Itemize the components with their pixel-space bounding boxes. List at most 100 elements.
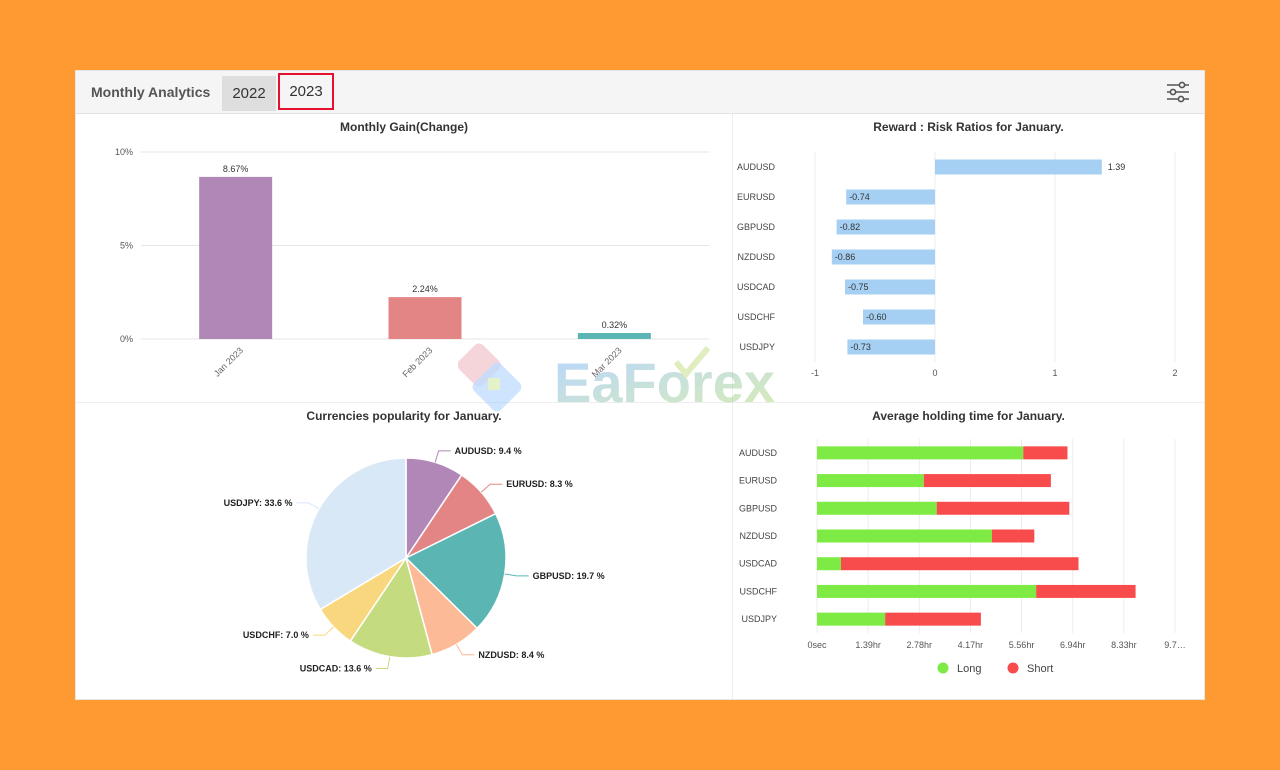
pie-data-label: NZDUSD: 8.4 % [478,650,544,660]
pie-data-label: AUDUSD: 9.4 % [455,446,522,456]
x-tick-label: Jan 2023 [212,345,245,378]
legend-label: Long [957,663,981,675]
long-bar [817,612,886,626]
monthly-gain-plot: 10% 5% 0% 8.67% Jan 2023 2.24% Feb 2023 0.32% Ma… [115,147,709,379]
y-tick-label: USDCAD [737,282,776,292]
x-tick-label: 1 [1052,368,1057,378]
reward-risk-plot: -1 0 1 2 AUDUSD 1.39 EURUSD -0.74 GBPUSD -0.82 NZD… [737,152,1178,378]
ratio-data-label: -0.60 [866,312,887,322]
y-tick-label: NZDUSD [740,531,778,541]
ratio-bar [846,189,935,205]
pie-data-label: USDJPY: 33.6 % [224,498,293,508]
panel-title: Monthly Analytics [91,84,211,100]
pie-data-label: USDCHF: 7.0 % [243,630,309,640]
y-tick-label: 0% [120,334,133,344]
gain-bar [199,176,273,339]
long-bar [817,529,992,543]
pie-connector [480,483,503,493]
x-tick-label: 0 [932,368,937,378]
ratio-bar [863,309,935,325]
long-bar [817,584,1037,598]
long-bar [817,557,841,571]
long-bar [817,501,937,515]
pie-connector [296,502,320,510]
legend-marker [1007,662,1019,674]
y-tick-label: AUDUSD [739,448,778,458]
reward-risk-chart: Reward : Risk Ratios for January. -1 0 1 2 A… [733,114,1204,403]
gain-bar [577,333,651,339]
y-tick-label: EURUSD [737,192,776,202]
ratio-bar [935,159,1102,175]
reward-risk-title: Reward : Risk Ratios for January. [873,120,1064,134]
x-tick-label: Feb 2023 [400,345,434,379]
currency-popularity-plot: AUDUSD: 9.4 % EURUSD: 8.3 % GBPUSD: 19.7 %… [224,446,605,674]
ratio-data-label: -0.86 [835,252,856,262]
legend-label: Short [1027,663,1053,675]
tab-2023[interactable]: 2023 [278,73,334,110]
y-tick-label: USDCHF [740,586,778,596]
y-tick-label: GBPUSD [739,503,778,513]
pie-data-label: USDCAD: 13.6 % [300,664,372,674]
ratio-data-label: -0.74 [849,192,870,202]
ratio-bar [831,249,935,265]
gain-data-label: 2.24% [412,284,438,294]
x-tick-label: 5.56hr [1009,640,1035,650]
pie-data-label: EURUSD: 8.3 % [506,479,573,489]
x-tick-label: 4.17hr [958,640,984,650]
x-tick-label: -1 [811,368,819,378]
ratio-data-label: -0.82 [840,222,861,232]
pie-connector [312,626,334,636]
x-tick-label: 2 [1172,368,1177,378]
x-tick-label: 9.7… [1164,640,1186,650]
monthly-gain-chart: Monthly Gain(Change) 10% 5% 0% 8.67% Jan 202… [76,114,733,403]
holding-time-title: Average holding time for January. [872,409,1065,423]
ratio-data-label: 1.39 [1108,162,1126,172]
x-tick-label: 2.78hr [907,640,933,650]
currency-popularity-chart: Currencies popularity for January. AUDUS… [76,403,733,699]
pie-slice [404,512,507,630]
x-tick-label: 6.94hr [1060,640,1086,650]
short-bar [840,557,1079,571]
pie-data-label: GBPUSD: 19.7 % [533,571,605,581]
y-tick-label: GBPUSD [737,222,776,232]
short-bar [885,612,981,626]
pie-connector [434,450,451,463]
pie-connector [504,573,529,577]
y-tick-label: NZDUSD [738,252,776,262]
short-bar [1023,446,1068,460]
legend-marker [937,662,949,674]
y-tick-label: USDJPY [739,342,775,352]
ratio-bar [836,219,935,235]
pie-connector [455,644,475,656]
long-bar [817,446,1024,460]
monthly-analytics-panel: Monthly Analytics 2022 2023 Monthly Gain… [76,71,1204,699]
gain-data-label: 8.67% [223,164,249,174]
short-bar [991,529,1035,543]
gain-bar [388,297,462,339]
pie-connector [375,656,391,670]
pie-slice [349,556,434,659]
monthly-gain-title: Monthly Gain(Change) [340,120,468,134]
ratio-data-label: -0.73 [850,342,871,352]
holding-time-chart: Average holding time for January. 0sec 1.… [733,403,1204,699]
x-tick-label: 8.33hr [1111,640,1137,650]
short-bar [923,474,1051,488]
holding-time-plot: 0sec 1.39hr 2.78hr 4.17hr 5.56hr 6.94hr 8.33hr… [739,439,1186,675]
gain-data-label: 0.32% [602,320,628,330]
settings-sliders-icon[interactable] [1166,81,1190,103]
x-tick-label: Mar 2023 [590,345,624,379]
y-tick-label: EURUSD [739,476,778,486]
y-tick-label: USDCHF [738,312,776,322]
currency-popularity-title: Currencies popularity for January. [306,409,502,423]
x-tick-label: 1.39hr [855,640,881,650]
long-bar [817,474,924,488]
ratio-bar [847,339,935,355]
panel-header: Monthly Analytics 2022 2023 [76,71,1204,114]
short-bar [936,501,1070,515]
y-tick-label: 10% [115,147,133,157]
ratio-data-label: -0.75 [848,282,869,292]
y-tick-label: 5% [120,241,133,251]
short-bar [1036,584,1136,598]
tab-2022[interactable]: 2022 [222,76,276,111]
y-tick-label: USDCAD [739,559,778,569]
